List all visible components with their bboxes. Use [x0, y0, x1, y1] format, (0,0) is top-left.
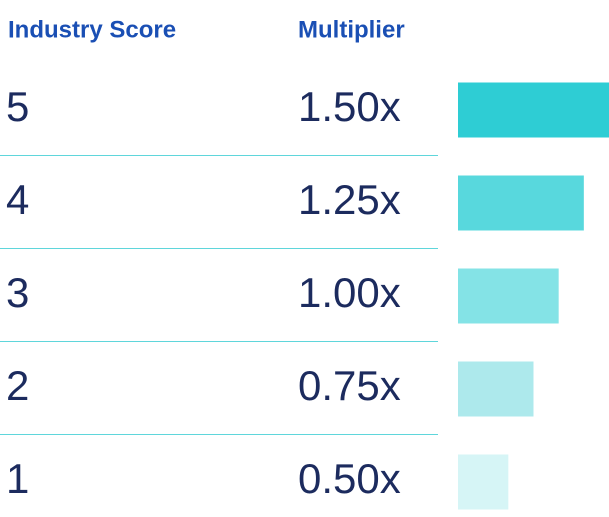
score-label: 3	[6, 269, 29, 316]
bar	[458, 82, 609, 138]
score-label: 2	[6, 362, 29, 409]
bar	[458, 361, 534, 417]
score-label: 4	[6, 176, 29, 223]
score-label: 5	[6, 83, 29, 130]
bar	[458, 454, 509, 510]
column-header: Multiplier	[298, 16, 405, 43]
bar	[458, 268, 559, 324]
score-label: 1	[6, 455, 29, 502]
bar	[458, 175, 584, 231]
value-label: 1.25x	[298, 176, 401, 223]
value-label: 0.50x	[298, 455, 401, 502]
value-label: 1.50x	[298, 83, 401, 130]
value-label: 1.00x	[298, 269, 401, 316]
column-header: Industry Score	[8, 16, 176, 43]
value-label: 0.75x	[298, 362, 401, 409]
